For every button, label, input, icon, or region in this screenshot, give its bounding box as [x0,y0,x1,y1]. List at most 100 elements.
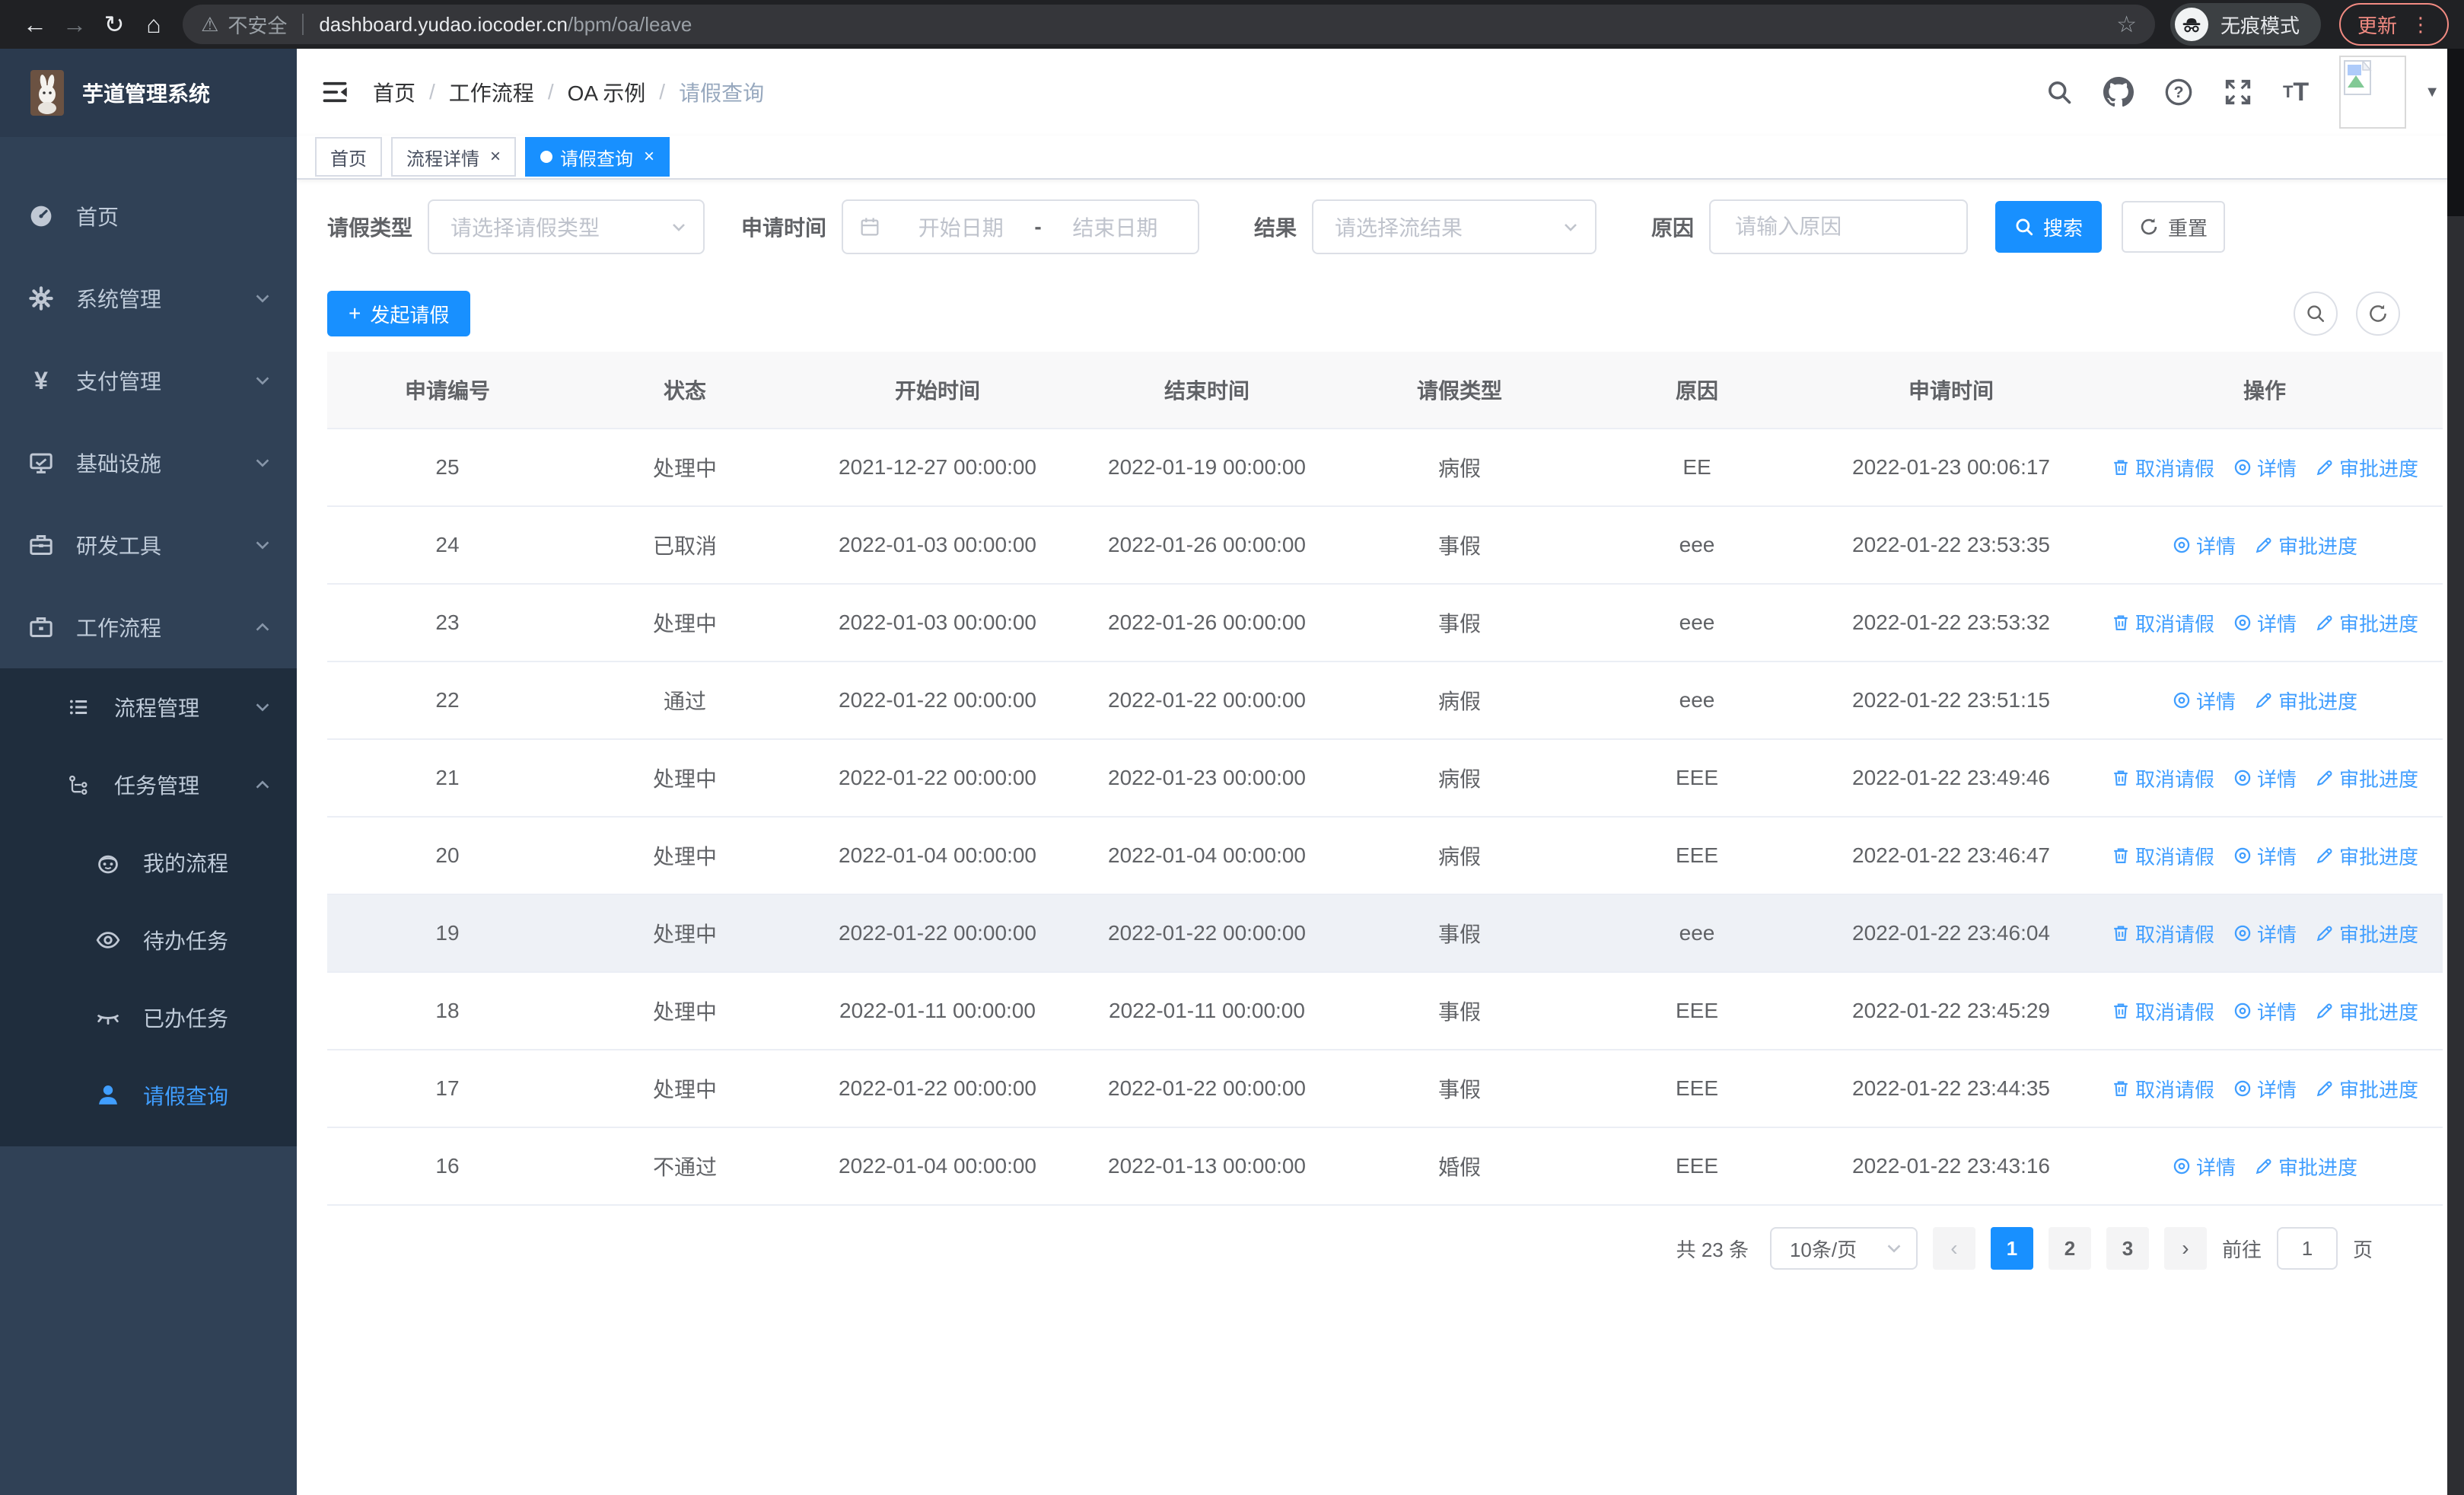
prev-page-button[interactable]: ‹ [1932,1227,1975,1270]
browser-chrome: ← → ↻ ⌂ ⚠ 不安全 dashboard.yudao.iocoder.cn… [0,0,2464,49]
bookmark-star-icon[interactable]: ☆ [2116,11,2137,37]
sidebar-item-已办任务[interactable]: 已办任务 [0,979,297,1057]
action-cancel-link[interactable]: 取消请假 [2111,454,2214,482]
fullscreen-icon[interactable] [2224,78,2252,107]
action-progress-link[interactable]: 审批进度 [2315,842,2418,870]
action-progress-link[interactable]: 审批进度 [2254,687,2357,715]
progress-icon [2315,1079,2335,1098]
page-button-1[interactable]: 1 [1990,1227,2033,1270]
active-tab-dot [540,151,553,163]
table-row: 20 处理中 2022-01-04 00:00:00 2022-01-04 00:00… [327,817,2443,895]
action-cancel-link[interactable]: 取消请假 [2111,1075,2214,1103]
action-progress-link[interactable]: 审批进度 [2315,764,2418,792]
action-detail-link[interactable]: 详情 [2172,1152,2236,1181]
security-badge[interactable]: ⚠ 不安全 [201,11,287,39]
reason-input[interactable] [1732,213,1946,241]
tab-close-icon[interactable]: × [490,146,501,167]
forward-button[interactable]: → [62,10,87,38]
tab-首页[interactable]: 首页 [315,137,382,177]
sidebar-item-系统管理[interactable]: 系统管理 [0,257,297,339]
cell-id: 19 [327,894,568,973]
tab-请假查询[interactable]: 请假查询 × [525,137,670,177]
create-leave-button[interactable]: + 发起请假 [327,291,471,336]
back-button[interactable]: ← [23,10,47,38]
sidebar-item-首页[interactable]: 首页 [0,175,297,257]
action-detail-link[interactable]: 详情 [2233,920,2297,948]
action-cancel-link[interactable]: 取消请假 [2111,609,2214,637]
action-detail-link[interactable]: 详情 [2233,1075,2297,1103]
cell-status: 处理中 [568,584,802,662]
action-cancel-link[interactable]: 取消请假 [2111,764,2214,792]
action-progress-link[interactable]: 审批进度 [2254,1152,2357,1181]
action-detail-link[interactable]: 详情 [2172,531,2236,559]
apply-time-range-picker[interactable]: 开始日期 - 结束日期 [842,199,1200,254]
tab-close-icon[interactable]: × [644,146,655,167]
cell-id: 18 [327,972,568,1050]
leave-type-select[interactable]: 请选择请假类型 [428,199,705,254]
tab-label: 流程详情 [406,148,479,170]
action-detail-link[interactable]: 详情 [2233,997,2297,1025]
cell-end-time: 2022-01-23 00:00:00 [1073,739,1341,818]
help-icon[interactable]: ? [2164,78,2193,107]
home-button[interactable]: ⌂ [146,10,161,38]
breadcrumb-item[interactable]: OA 示例 [567,81,646,105]
goto-page-input[interactable] [2278,1235,2336,1262]
action-cancel-link[interactable]: 取消请假 [2111,997,2214,1025]
action-detail-link[interactable]: 详情 [2233,842,2297,870]
incognito-badge: 无痕模式 [2170,3,2321,46]
github-icon[interactable] [2103,77,2134,107]
action-progress-link[interactable]: 审批进度 [2315,997,2418,1025]
cell-reason: eee [1578,506,1816,585]
user-icon [94,1082,122,1109]
action-detail-link[interactable]: 详情 [2233,454,2297,482]
sidebar-fold-button[interactable] [321,78,349,106]
sidebar-item-流程管理[interactable]: 流程管理 [0,668,297,746]
action-detail-link[interactable]: 详情 [2233,609,2297,637]
page-button-3[interactable]: 3 [2106,1227,2149,1270]
page-button-2[interactable]: 2 [2048,1227,2091,1270]
app-logo[interactable]: 芋道管理系统 [0,49,297,137]
detail-icon [2233,1001,2252,1021]
sidebar-item-待办任务[interactable]: 待办任务 [0,901,297,979]
window-scrollbar[interactable] [2447,49,2464,1495]
reset-button[interactable]: 重置 [2122,201,2226,253]
action-progress-link[interactable]: 审批进度 [2315,1075,2418,1103]
reload-button[interactable]: ↻ [103,11,125,38]
action-cancel-link[interactable]: 取消请假 [2111,920,2214,948]
breadcrumb-item[interactable]: 首页 [373,81,416,105]
action-progress-link[interactable]: 审批进度 [2315,609,2418,637]
avatar[interactable] [2339,56,2407,129]
sidebar-item-工作流程[interactable]: 工作流程 [0,586,297,668]
action-cancel-link[interactable]: 取消请假 [2111,842,2214,870]
sidebar-item-任务管理[interactable]: 任务管理 [0,746,297,824]
next-page-button[interactable]: › [2163,1227,2207,1270]
more-menu-icon[interactable]: ⋮ [2411,12,2431,36]
chevron-down-icon [253,697,272,717]
action-detail-link[interactable]: 详情 [2172,687,2236,715]
page-size-select[interactable]: 10条/页 [1769,1227,1918,1270]
sidebar-item-研发工具[interactable]: 研发工具 [0,504,297,586]
action-progress-link[interactable]: 审批进度 [2254,531,2357,559]
header-search-icon[interactable] [2045,78,2073,106]
action-detail-link[interactable]: 详情 [2233,764,2297,792]
address-bar[interactable]: ⚠ 不安全 dashboard.yudao.iocoder.cn /bpm/oa… [183,5,2155,44]
update-button[interactable]: 更新 ⋮ [2338,3,2449,46]
breadcrumb-separator: / [659,80,666,104]
action-progress-link[interactable]: 审批进度 [2315,920,2418,948]
breadcrumb-item[interactable]: 工作流程 [448,81,534,105]
avatar-caret-icon[interactable]: ▼ [2424,83,2440,100]
result-select[interactable]: 请选择流结果 [1312,199,1597,254]
toggle-search-button[interactable] [2294,292,2338,336]
cell-reason: EE [1578,429,1816,507]
update-label: 更新 [2357,14,2397,37]
search-button[interactable]: 搜索 [1995,201,2103,253]
sidebar-item-支付管理[interactable]: ¥ 支付管理 [0,339,297,422]
sidebar-item-请假查询[interactable]: 请假查询 [0,1057,297,1134]
tab-流程详情[interactable]: 流程详情 × [391,137,517,177]
sidebar-item-基础设施[interactable]: 基础设施 [0,422,297,504]
refresh-button[interactable] [2356,292,2400,336]
sidebar-item-我的流程[interactable]: 我的流程 [0,824,297,901]
scrollbar-thumb[interactable] [2447,49,2464,216]
action-progress-link[interactable]: 审批进度 [2315,454,2418,482]
